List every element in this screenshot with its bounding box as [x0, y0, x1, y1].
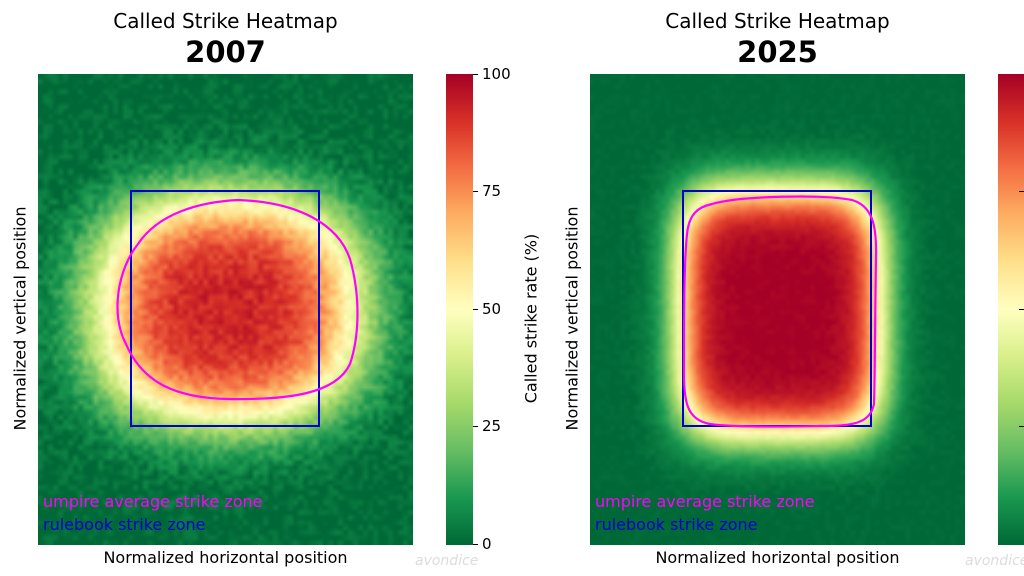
umpire-average-strike-zone	[682, 195, 878, 428]
heatmap-panel-2007: Called Strike Heatmap 2007 umpire averag…	[10, 9, 541, 569]
colorbar-tick	[473, 191, 478, 192]
colorbar-tick-label: 75	[482, 182, 502, 200]
colorbar	[446, 74, 473, 545]
colorbar-tick	[473, 74, 478, 75]
y-axis-label: Normalized vertical position	[562, 206, 582, 431]
legend-rulebook-zone: rulebook strike zone	[595, 515, 758, 534]
chart-title: Called Strike Heatmap	[113, 9, 338, 33]
colorbar-tick-label: 50	[482, 300, 502, 318]
colorbar-tick	[473, 309, 478, 310]
chart-title: Called Strike Heatmap	[665, 9, 890, 33]
heatmap-panel-2025: Called Strike Heatmap 2025 umpire averag…	[552, 0, 1024, 576]
colorbar-label: Called strike rate (%)	[521, 233, 541, 404]
y-axis-label: Normalized vertical position	[10, 206, 30, 431]
colorbar-tick-label: 25	[482, 417, 502, 435]
zone-overlay	[682, 190, 878, 428]
heatmap-grid	[590, 74, 965, 545]
colorbar-tick	[473, 426, 478, 427]
umpire-average-strike-zone	[116, 198, 359, 401]
watermark: avondice	[415, 553, 479, 569]
rulebook-strike-zone	[682, 190, 872, 427]
watermark: avondice	[965, 553, 1024, 569]
colorbar-tick	[473, 544, 478, 545]
heatmap-plot-area: umpire average strike zone rulebook stri…	[38, 74, 413, 545]
colorbar-tick	[1019, 309, 1024, 310]
colorbar-gradient	[446, 74, 473, 545]
colorbar-tick-label: 0	[482, 535, 492, 553]
colorbar-tick	[1019, 191, 1024, 192]
colorbar-tick	[1019, 426, 1024, 427]
rulebook-strike-zone	[130, 190, 320, 427]
legend-umpire-zone: umpire average strike zone	[43, 492, 263, 511]
heatmap-plot-area: umpire average strike zone rulebook stri…	[590, 74, 965, 545]
x-axis-label: Normalized horizontal position	[103, 548, 348, 567]
chart-subtitle-year: 2025	[737, 35, 818, 69]
legend-umpire-zone: umpire average strike zone	[595, 492, 815, 511]
colorbar-tick-label: 100	[482, 65, 511, 83]
heatmap-grid	[38, 74, 413, 545]
zone-overlay	[116, 190, 359, 427]
legend-rulebook-zone: rulebook strike zone	[43, 515, 206, 534]
chart-subtitle-year: 2007	[185, 35, 266, 69]
x-axis-label: Normalized horizontal position	[655, 548, 900, 567]
